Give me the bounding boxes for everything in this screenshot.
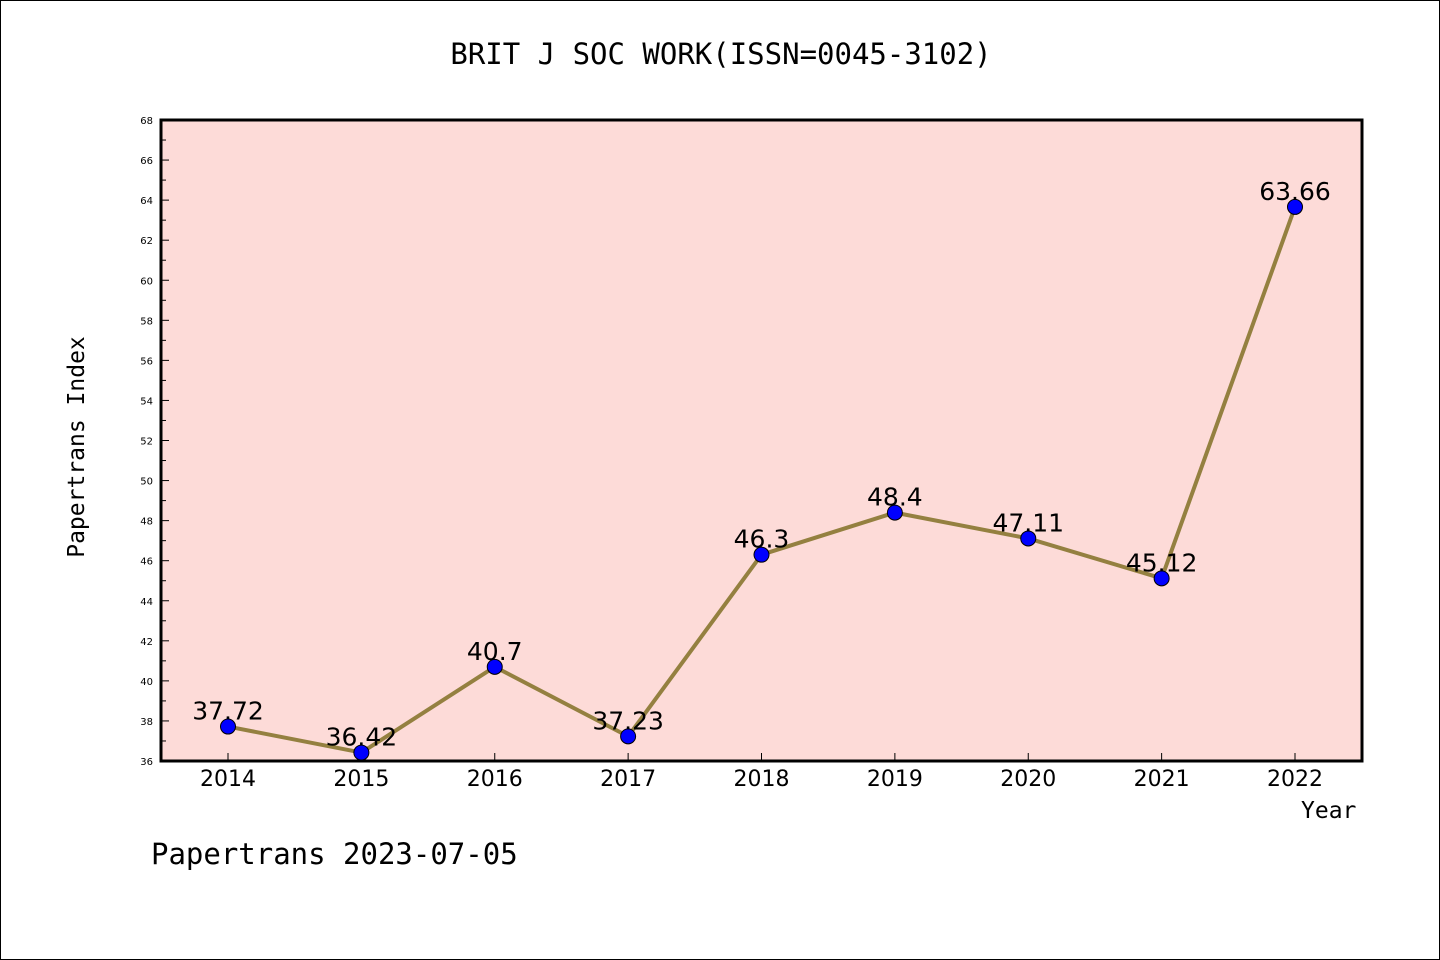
y-tick-label: 52	[140, 437, 153, 448]
data-label: 46.3	[734, 525, 790, 554]
y-tick-label: 62	[140, 236, 153, 247]
data-label: 40.7	[467, 637, 523, 666]
data-label: 37.72	[192, 697, 264, 726]
plot-area	[161, 120, 1362, 761]
data-label: 36.42	[326, 723, 398, 752]
data-point	[1020, 530, 1037, 547]
y-tick-label: 46	[140, 557, 153, 568]
y-tick-label: 36	[140, 757, 153, 768]
y-tick-label: 44	[140, 597, 153, 608]
x-tick-label: 2022	[1267, 767, 1323, 792]
x-tick-label: 2016	[467, 767, 523, 792]
data-label: 48.4	[867, 483, 923, 512]
y-tick-label: 54	[140, 396, 153, 407]
data-label: 63.66	[1259, 177, 1331, 206]
data-label: 45.12	[1126, 548, 1198, 577]
x-axis-label: Year	[1301, 798, 1357, 824]
y-tick-label: 40	[140, 677, 153, 688]
data-point	[753, 546, 770, 563]
data-label: 47.11	[992, 508, 1064, 537]
x-tick-label: 2018	[734, 767, 790, 792]
data-label: 37.23	[592, 706, 664, 735]
y-tick-label: 58	[140, 316, 153, 327]
data-point	[220, 718, 236, 735]
y-tick-label: 48	[140, 517, 153, 528]
y-tick-label: 50	[140, 477, 153, 488]
y-tick-label: 66	[140, 156, 153, 167]
data-point	[620, 728, 637, 745]
y-tick-label: 42	[140, 637, 153, 648]
x-tick-label: 2021	[1134, 767, 1190, 792]
data-point	[486, 658, 503, 675]
chart-title: BRIT J SOC WORK(ISSN=0045-3102)	[450, 37, 992, 71]
y-tick-label: 68	[140, 116, 153, 127]
data-point	[1153, 570, 1170, 587]
y-tick-label: 64	[140, 196, 153, 207]
plot-border	[159, 118, 1364, 763]
x-tick-label: 2015	[333, 767, 389, 792]
x-tick-label: 2020	[1000, 767, 1056, 792]
y-tick-label: 38	[140, 717, 153, 728]
data-point	[886, 504, 903, 521]
y-tick-label: 56	[140, 356, 153, 367]
x-tick-label: 2017	[600, 767, 656, 792]
x-tick-label: 2019	[867, 767, 923, 792]
y-tick-label: 60	[140, 276, 153, 287]
data-point	[1287, 198, 1303, 215]
footer-text: Papertrans 2023-07-05	[151, 837, 518, 871]
x-tick-label: 2014	[200, 767, 256, 792]
